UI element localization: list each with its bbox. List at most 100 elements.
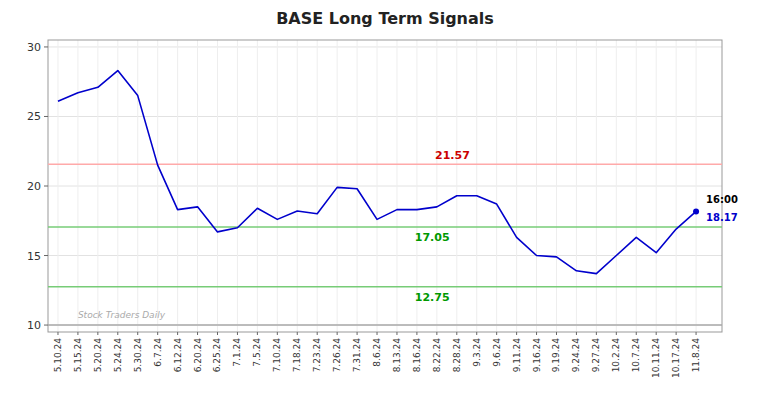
grid-line xyxy=(416,40,417,332)
x-tick xyxy=(616,332,617,335)
grid-line xyxy=(48,116,722,117)
y-tick xyxy=(44,116,48,117)
grid-line xyxy=(48,325,722,326)
x-tick-label: 9.24.24 xyxy=(571,338,581,373)
x-tick-label: 6.20.24 xyxy=(193,338,203,373)
grid-line xyxy=(97,40,98,332)
plot-marks xyxy=(48,71,722,325)
grid-line xyxy=(556,40,557,332)
price-line xyxy=(58,71,696,274)
y-tick xyxy=(44,255,48,256)
x-tick xyxy=(357,332,358,335)
x-tick xyxy=(117,332,118,335)
grid-line xyxy=(77,40,78,332)
x-tick-label: 11.8.24 xyxy=(691,338,701,373)
grid-line xyxy=(516,40,517,332)
x-tick-label: 10.11.24 xyxy=(651,338,661,378)
y-tick xyxy=(44,186,48,187)
x-tick xyxy=(77,332,78,335)
grid-line xyxy=(177,40,178,332)
grid-line xyxy=(456,40,457,332)
grid-line xyxy=(436,40,437,332)
signal-label: 17.05 xyxy=(415,231,450,244)
grid-line xyxy=(297,40,298,332)
grid-line xyxy=(616,40,617,332)
x-tick-label: 5.30.24 xyxy=(133,338,143,373)
grid-line xyxy=(636,40,637,332)
x-tick-label: 8.22.24 xyxy=(432,338,442,373)
x-tick-label: 7.31.24 xyxy=(352,338,362,373)
title: BASE Long Term Signals xyxy=(276,9,494,28)
grid-line xyxy=(117,40,118,332)
grid xyxy=(48,40,722,332)
grid-line xyxy=(197,40,198,332)
x-tick xyxy=(416,332,417,335)
x-tick xyxy=(636,332,637,335)
signal-label: 12.75 xyxy=(415,291,450,304)
x-tick xyxy=(57,332,58,335)
x-tick-label: 7.18.24 xyxy=(292,338,302,373)
x-tick xyxy=(696,332,697,335)
x-tick-label: 9.16.24 xyxy=(532,338,542,373)
x-tick-label: 10.7.24 xyxy=(631,338,641,373)
time-label: 16:00 xyxy=(706,194,738,205)
x-tick xyxy=(137,332,138,335)
x-tick xyxy=(337,332,338,335)
grid-line xyxy=(596,40,597,332)
x-tick-label: 6.25.24 xyxy=(212,338,222,373)
x-tick xyxy=(197,332,198,335)
x-tick xyxy=(576,332,577,335)
x-tick-label: 9.3.24 xyxy=(472,338,482,367)
annotations: 16:0018.17Stock Traders Daily xyxy=(78,194,738,320)
y-tick-label: 20 xyxy=(27,180,41,193)
grid-line xyxy=(656,40,657,332)
x-tick xyxy=(676,332,677,335)
grid-line xyxy=(277,40,278,332)
x-tick xyxy=(456,332,457,335)
chart: BASE Long Term Signals10152025305.10.245… xyxy=(0,0,784,398)
grid-line xyxy=(217,40,218,332)
x-tick-label: 10.17.24 xyxy=(671,338,681,378)
grid-line xyxy=(696,40,697,332)
x-tick xyxy=(257,332,258,335)
plot-frame xyxy=(48,40,722,332)
x-tick xyxy=(217,332,218,335)
x-tick xyxy=(317,332,318,335)
y-tick-label: 10 xyxy=(27,319,41,332)
grid-line xyxy=(357,40,358,332)
x-tick-label: 6.12.24 xyxy=(173,338,183,373)
grid-line xyxy=(317,40,318,332)
last-point xyxy=(693,208,699,214)
grid-line xyxy=(476,40,477,332)
x-tick-label: 5.15.24 xyxy=(73,338,83,373)
grid-line xyxy=(48,186,722,187)
x-tick-label: 7.10.24 xyxy=(272,338,282,373)
x-tick-label: 8.13.24 xyxy=(392,338,402,373)
x-tick xyxy=(377,332,378,335)
signal-line xyxy=(48,286,722,288)
x-tick xyxy=(177,332,178,335)
grid-line xyxy=(137,40,138,332)
grid-line xyxy=(576,40,577,332)
grid-line xyxy=(57,40,58,332)
x-tick xyxy=(157,332,158,335)
x-tick xyxy=(97,332,98,335)
x-axis: 5.10.245.15.245.20.245.24.245.30.246.7.2… xyxy=(53,332,701,378)
x-tick xyxy=(436,332,437,335)
grid-line xyxy=(48,255,722,256)
watermark: Stock Traders Daily xyxy=(78,310,166,320)
x-tick xyxy=(556,332,557,335)
x-tick xyxy=(536,332,537,335)
x-tick-label: 8.16.24 xyxy=(412,338,422,373)
x-tick-label: 8.6.24 xyxy=(372,338,382,367)
x-tick-label: 9.6.24 xyxy=(492,338,502,367)
x-tick-label: 9.11.24 xyxy=(512,338,522,373)
y-tick xyxy=(44,46,48,47)
x-tick-label: 5.20.24 xyxy=(93,338,103,373)
signal-line xyxy=(48,226,722,228)
x-tick-label: 5.10.24 xyxy=(53,338,63,373)
x-tick-label: 7.1.24 xyxy=(232,338,242,367)
x-tick xyxy=(596,332,597,335)
grid-line xyxy=(536,40,537,332)
grid-line xyxy=(237,40,238,332)
